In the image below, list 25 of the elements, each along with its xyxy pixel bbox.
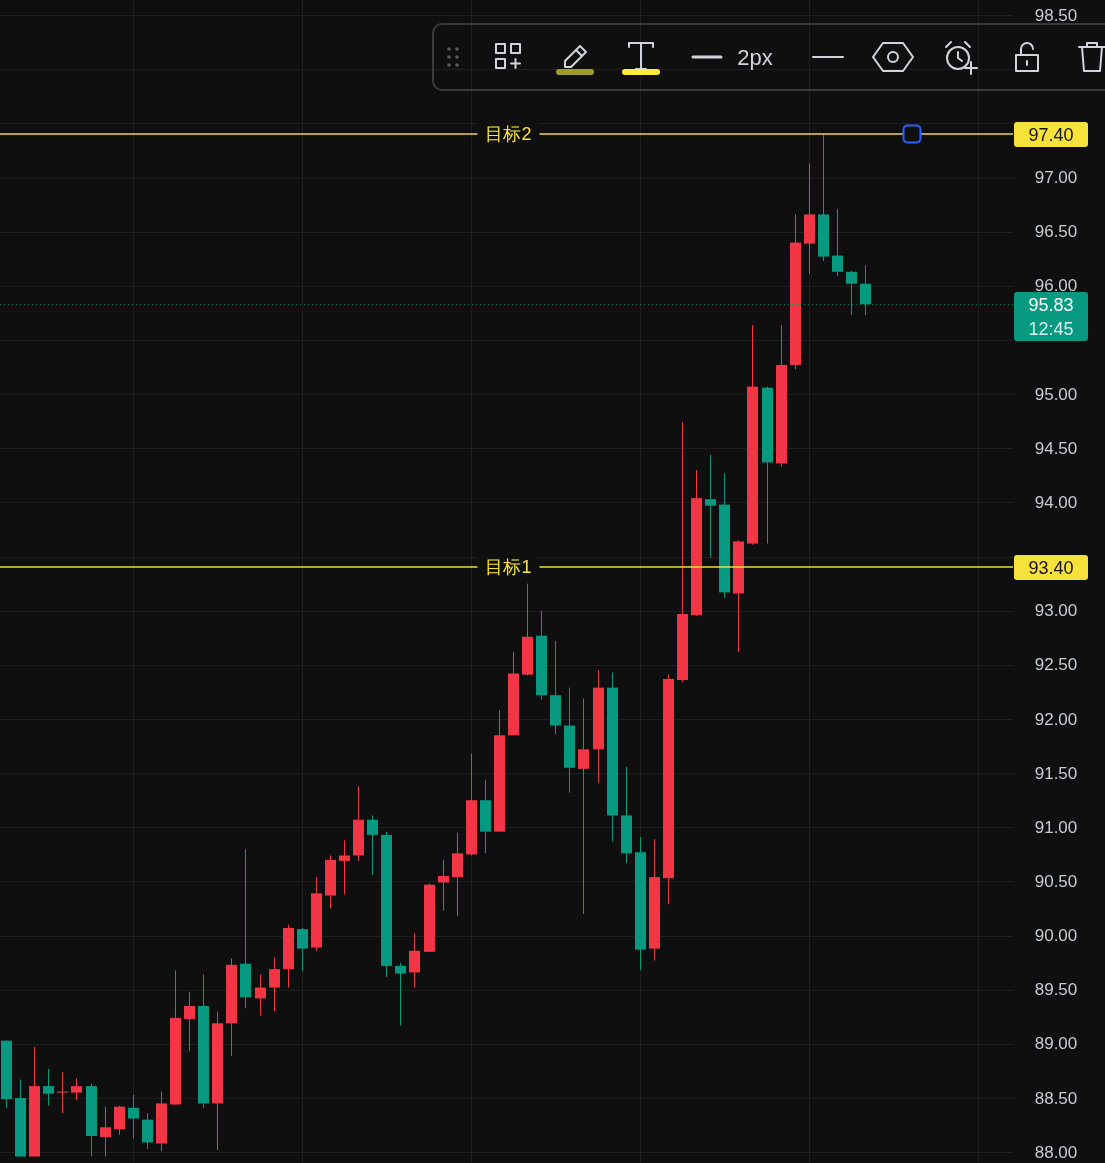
y-tick-label: 91.50 xyxy=(1034,763,1078,783)
annotation: 97.40 xyxy=(1028,125,1074,145)
y-tick-label: 92.00 xyxy=(1034,709,1078,729)
y-tick-label: 96.50 xyxy=(1034,222,1078,242)
ref-line-label: 目标2 xyxy=(485,124,532,144)
annotation: 12:45 xyxy=(1028,319,1074,339)
y-tick-label: 94.50 xyxy=(1034,438,1078,458)
y-tick-label: 89.00 xyxy=(1034,1034,1078,1054)
y-tick-label: 97.00 xyxy=(1034,168,1078,188)
y-tick-label: 88.50 xyxy=(1034,1088,1078,1108)
y-tick-label: 89.50 xyxy=(1034,980,1078,1000)
y-tick-label: 90.00 xyxy=(1034,926,1078,946)
y-tick-label: 95.00 xyxy=(1034,384,1078,404)
annotation: 95.83 xyxy=(1028,295,1074,315)
y-tick-label: 90.50 xyxy=(1034,871,1078,891)
y-tick-label: 93.00 xyxy=(1034,601,1078,621)
y-tick-label: 92.50 xyxy=(1034,655,1078,675)
y-tick-label: 94.00 xyxy=(1034,492,1078,512)
ref-line-label: 目标1 xyxy=(485,557,532,577)
y-tick-label: 98.50 xyxy=(1034,5,1078,25)
y-tick-label: 96.00 xyxy=(1034,276,1078,296)
y-tick-label: 88.00 xyxy=(1034,1142,1078,1162)
annotation: 2px xyxy=(737,44,773,70)
y-tick-label: 91.00 xyxy=(1034,817,1078,837)
annotation: 93.40 xyxy=(1028,558,1074,578)
